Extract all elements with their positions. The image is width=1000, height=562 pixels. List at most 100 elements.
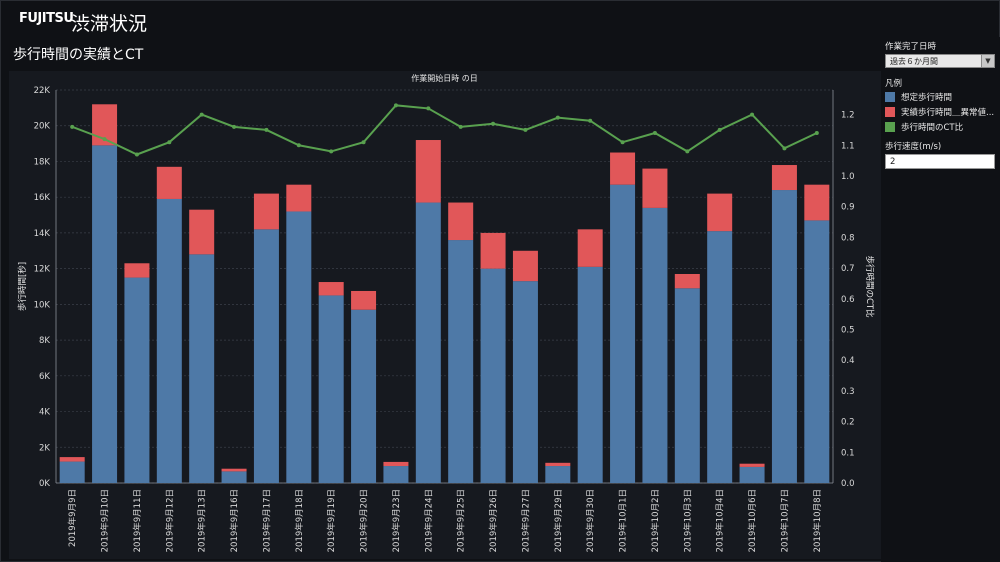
y-tick-label: 20K bbox=[34, 122, 51, 132]
x-tick-label: 2019年9月16日 bbox=[229, 489, 240, 552]
y-tick-label: 16K bbox=[34, 193, 51, 203]
y2-tick-label: 1.1 bbox=[841, 141, 855, 151]
bar-actual bbox=[577, 229, 603, 267]
x-tick-label: 2019年9月20日 bbox=[359, 489, 370, 552]
date-filter-value: 過去６か月間 bbox=[890, 57, 938, 66]
legend-swatch bbox=[885, 92, 895, 102]
bar-planned bbox=[739, 466, 765, 483]
x-tick-label: 2019年9月11日 bbox=[132, 489, 143, 552]
y-tick-label: 4K bbox=[39, 408, 50, 418]
chart-svg: 作業開始日時 の日 0K 2K 4K 6K 8K 10K 12K 14K 16K 18K 20K 22K… bbox=[17, 73, 875, 552]
chart-title: 歩行時間の実績とCT bbox=[13, 47, 144, 63]
bar-actual bbox=[415, 140, 441, 203]
bar-actual bbox=[480, 232, 506, 269]
bar-actual bbox=[771, 165, 797, 191]
x-tick-label: 2019年10月1日 bbox=[618, 489, 629, 552]
x-tick-label: 2019年10月4日 bbox=[715, 489, 726, 552]
ct-ratio-point bbox=[588, 118, 593, 123]
bar-actual bbox=[318, 282, 344, 296]
bar-planned bbox=[189, 254, 215, 483]
y2-tick-label: 0.8 bbox=[841, 233, 855, 243]
y2-tick-label: 0.4 bbox=[841, 356, 855, 366]
ct-ratio-point bbox=[491, 121, 496, 126]
y2-tick-label: 0.1 bbox=[841, 448, 855, 458]
x-tick-label: 2019年9月17日 bbox=[261, 489, 272, 552]
ct-ratio-point bbox=[750, 112, 755, 117]
legend-label: 歩行時間のCT比 bbox=[901, 123, 964, 133]
ct-ratio-point bbox=[70, 124, 75, 129]
bar-actual bbox=[253, 193, 279, 230]
header: FUJITSU 渋滞状況 bbox=[1, 1, 1000, 41]
ct-ratio-point bbox=[652, 130, 657, 135]
bar-planned bbox=[383, 466, 409, 483]
ct-ratio-point bbox=[232, 124, 237, 129]
bar-actual bbox=[804, 184, 830, 221]
bar-planned bbox=[480, 268, 506, 483]
header-label: 作業開始日時 の日 bbox=[411, 73, 478, 83]
x-tick-label: 2019年9月9日 bbox=[67, 489, 78, 547]
bar-actual bbox=[286, 184, 312, 212]
bar-actual bbox=[221, 468, 247, 472]
bar-actual bbox=[642, 168, 668, 208]
x-tick-label: 2019年9月30日 bbox=[585, 489, 596, 552]
y2-tick-label: 0.6 bbox=[841, 295, 855, 305]
x-tick-label: 2019年10月3日 bbox=[682, 489, 693, 552]
y2-tick-label: 0.7 bbox=[841, 264, 855, 274]
x-tick-label: 2019年9月19日 bbox=[326, 489, 337, 552]
ct-ratio-point bbox=[458, 124, 463, 129]
ct-ratio-point bbox=[167, 140, 172, 145]
bar-actual bbox=[156, 166, 182, 199]
y2-tick-label: 0.9 bbox=[841, 203, 855, 213]
fujitsu-logo: FUJITSU bbox=[19, 11, 74, 26]
y2-tick-label: 1.2 bbox=[841, 111, 855, 121]
y-tick-label: 2K bbox=[39, 443, 50, 453]
date-filter-dropdown[interactable]: 過去６か月間 ▼ bbox=[885, 54, 995, 68]
y-tick-label: 8K bbox=[39, 336, 50, 346]
x-tick-label: 2019年10月6日 bbox=[747, 489, 758, 552]
bar-planned bbox=[512, 281, 538, 483]
y2-tick-label: 0.3 bbox=[841, 387, 855, 397]
ct-ratio-point bbox=[199, 112, 204, 117]
bar-planned bbox=[642, 207, 668, 483]
speed-input[interactable] bbox=[885, 154, 995, 169]
bar-actual bbox=[674, 273, 700, 289]
y2-tick-label: 0.2 bbox=[841, 418, 855, 428]
chevron-down-icon[interactable]: ▼ bbox=[981, 55, 994, 67]
bar-actual bbox=[124, 263, 150, 278]
bar-planned bbox=[415, 202, 441, 484]
y-tick-label: 6K bbox=[39, 372, 50, 382]
bar-actual bbox=[448, 202, 474, 241]
y-tick-label: 12K bbox=[34, 265, 51, 275]
legend-label: 想定歩行時間 bbox=[901, 93, 953, 103]
ct-ratio-point bbox=[264, 127, 269, 132]
bar-planned bbox=[577, 266, 603, 483]
ct-ratio-point bbox=[393, 103, 398, 108]
bar-planned bbox=[545, 466, 571, 483]
legend-swatch bbox=[885, 122, 895, 132]
y2-tick-label: 0.5 bbox=[841, 325, 855, 335]
bar-planned bbox=[124, 277, 150, 483]
y2-axis-label: 歩行時間のCT比 bbox=[864, 255, 875, 317]
bar-planned bbox=[286, 211, 312, 484]
legend-swatch bbox=[885, 107, 895, 117]
y-tick-label: 10K bbox=[34, 300, 51, 310]
bar-planned bbox=[318, 295, 344, 483]
bar-planned bbox=[804, 220, 830, 483]
bar-planned bbox=[156, 198, 182, 483]
ct-ratio-point bbox=[102, 137, 107, 142]
x-tick-label: 2019年9月27日 bbox=[520, 489, 531, 552]
ct-ratio-point bbox=[361, 140, 366, 145]
bar-actual bbox=[351, 290, 377, 310]
ct-ratio-point bbox=[717, 127, 722, 132]
bar-actual bbox=[739, 463, 765, 467]
bar-planned bbox=[610, 184, 636, 483]
ct-ratio-point bbox=[782, 146, 787, 151]
y-tick-label: 18K bbox=[34, 157, 51, 167]
y-tick-label: 22K bbox=[34, 86, 51, 96]
ct-ratio-point bbox=[555, 115, 560, 120]
ct-ratio-point bbox=[134, 152, 139, 157]
bar-planned bbox=[92, 145, 118, 484]
y2-tick-label: 1.0 bbox=[841, 172, 855, 182]
x-tick-label: 2019年9月13日 bbox=[197, 489, 208, 552]
